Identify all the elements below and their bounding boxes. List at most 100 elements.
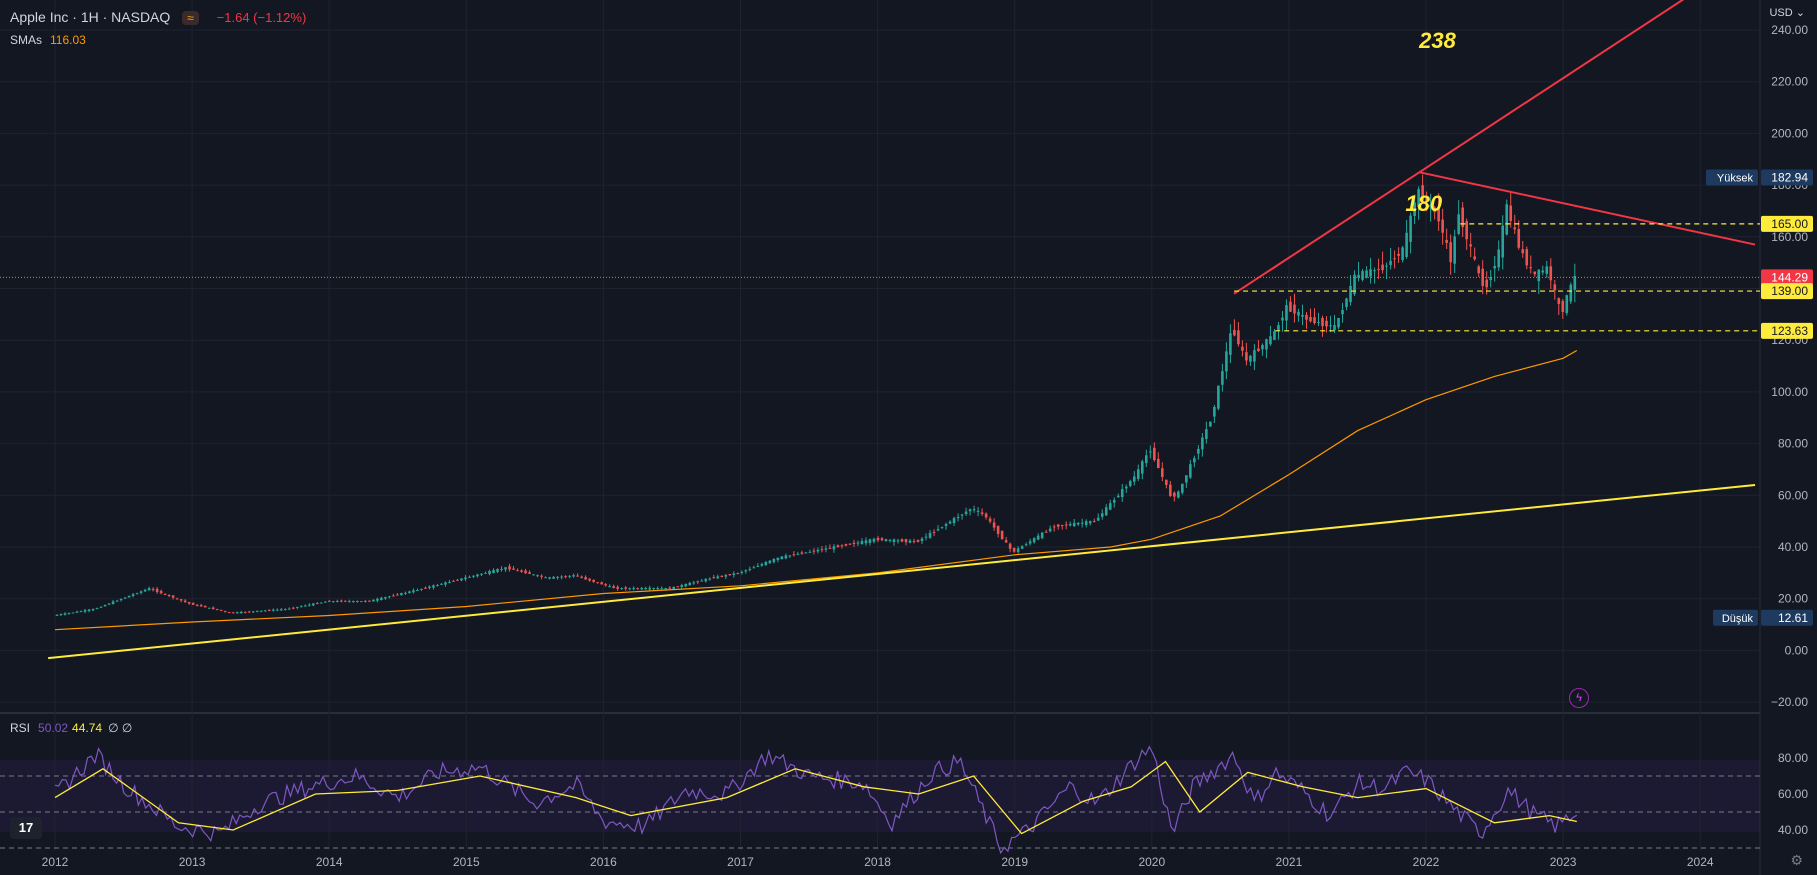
- candle: [900, 539, 904, 542]
- currency-selector[interactable]: USD ⌄: [1769, 7, 1805, 19]
- candle: [1413, 202, 1416, 217]
- candle: [1493, 265, 1497, 269]
- gear-icon[interactable]: ⚙: [1790, 852, 1803, 868]
- candle: [876, 537, 880, 541]
- candle: [360, 601, 363, 603]
- candle: [1465, 221, 1468, 240]
- candle: [1365, 270, 1368, 278]
- candle: [432, 585, 435, 588]
- candle: [1397, 253, 1400, 256]
- rsi-tick: 80.00: [1778, 751, 1808, 765]
- candle: [1489, 277, 1493, 281]
- candle: [412, 590, 415, 593]
- candle: [860, 541, 864, 545]
- candle: [388, 596, 391, 598]
- candle: [1417, 189, 1420, 208]
- market-status-icon[interactable]: ≈: [182, 11, 199, 25]
- candle: [468, 576, 471, 578]
- candle: [1377, 268, 1380, 270]
- price-tick: −20.00: [1771, 695, 1808, 709]
- candle: [940, 526, 944, 528]
- time-tick: 2018: [864, 855, 891, 869]
- candle: [1473, 256, 1476, 260]
- candle: [944, 524, 948, 526]
- candle: [263, 610, 267, 612]
- candle: [812, 550, 816, 552]
- candle: [904, 539, 908, 543]
- candle: [680, 585, 684, 588]
- candle: [808, 551, 812, 553]
- candle: [436, 585, 439, 587]
- candle: [1197, 448, 1200, 454]
- candle: [1361, 270, 1364, 280]
- candle: [1389, 260, 1392, 265]
- candle: [1533, 271, 1537, 275]
- sma-label: SMAs: [10, 33, 43, 47]
- lightning-icon[interactable]: ϟ: [1569, 688, 1589, 708]
- candle: [948, 521, 952, 524]
- rsi-sma-line: [54, 760, 1577, 835]
- candle: [159, 590, 163, 594]
- rsi-legend[interactable]: RSI 50.02 44.74 ∅ ∅: [10, 721, 132, 735]
- candle: [864, 540, 868, 544]
- candle: [1337, 318, 1340, 328]
- rsi-line: [54, 745, 1578, 855]
- price-label-value: 165.00: [1771, 217, 1808, 231]
- candle: [716, 576, 720, 579]
- candle: [592, 579, 595, 582]
- time-tick: 2015: [453, 855, 480, 869]
- annotation-180: 180: [1405, 191, 1442, 216]
- candle: [516, 570, 519, 572]
- candle: [1153, 447, 1156, 461]
- candle: [223, 611, 227, 613]
- sma-value: 116.03: [50, 33, 86, 47]
- candle: [452, 580, 455, 582]
- candle: [1325, 320, 1328, 327]
- candle: [372, 599, 375, 602]
- candle: [472, 575, 475, 577]
- candle: [87, 609, 91, 612]
- candle: [1165, 479, 1168, 485]
- price-pane: [0, 0, 1760, 710]
- candle: [872, 538, 876, 542]
- candle: [143, 589, 147, 592]
- candle: [215, 608, 219, 610]
- price-label-box: [1761, 322, 1813, 339]
- symbol-title[interactable]: Apple Inc · 1H · NASDAQ: [10, 9, 171, 25]
- candle: [484, 572, 487, 574]
- candle: [532, 574, 535, 576]
- candle: [960, 514, 964, 516]
- candle: [400, 593, 403, 596]
- candle: [1237, 330, 1240, 345]
- candle: [1080, 522, 1084, 524]
- candle: [448, 582, 451, 584]
- candle: [368, 600, 371, 602]
- candle: [1265, 339, 1268, 350]
- tradingview-logo-icon[interactable]: 17: [10, 817, 42, 839]
- candle: [912, 541, 916, 543]
- candle: [1016, 548, 1020, 553]
- candle: [660, 588, 664, 590]
- rsi-extra: ∅ ∅: [108, 721, 133, 735]
- candle: [520, 570, 523, 572]
- candle: [916, 540, 920, 542]
- candle: [1293, 304, 1296, 314]
- candle: [828, 547, 832, 549]
- candle: [980, 512, 984, 514]
- candle: [1229, 333, 1232, 355]
- candle: [1144, 455, 1148, 464]
- candle: [99, 606, 103, 608]
- candle: [1261, 344, 1264, 350]
- candle: [1393, 258, 1396, 260]
- candle: [796, 553, 800, 555]
- candle: [576, 575, 579, 577]
- price-tick: 20.00: [1778, 592, 1808, 606]
- candle: [1517, 229, 1521, 248]
- sma-legend[interactable]: SMAs 116.03: [10, 33, 86, 47]
- candle: [1205, 429, 1208, 439]
- candle: [600, 582, 603, 585]
- candle: [544, 577, 547, 579]
- candle: [1565, 295, 1569, 314]
- rsi-band: [0, 760, 1760, 832]
